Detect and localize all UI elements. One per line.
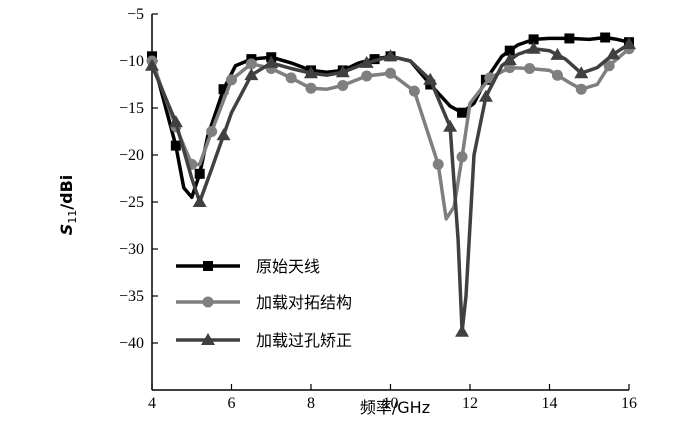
data-point <box>337 79 349 91</box>
series-3 <box>145 37 636 337</box>
data-point <box>145 58 159 71</box>
y-tick-label: −10 <box>119 53 144 70</box>
data-point <box>443 119 458 132</box>
data-point <box>432 158 444 170</box>
data-point <box>218 84 229 95</box>
data-point <box>264 55 279 68</box>
legend-entry-1: 原始天线 <box>176 257 320 276</box>
data-point <box>245 58 257 70</box>
data-point <box>564 33 575 44</box>
data-point <box>456 151 468 163</box>
data-point <box>603 60 615 72</box>
x-tick-label: 8 <box>307 395 315 412</box>
data-point <box>550 47 565 60</box>
data-point <box>361 70 373 82</box>
data-point <box>457 107 468 118</box>
data-point <box>206 126 218 137</box>
y-tick-label: −20 <box>119 147 144 164</box>
data-point <box>528 34 539 45</box>
data-point <box>383 49 398 62</box>
legend-entry-3: 加载过孔矫正 <box>176 331 352 350</box>
data-point <box>502 53 517 66</box>
x-axis-title: 频率/GHz <box>360 398 430 417</box>
data-point <box>359 55 374 68</box>
x-tick-label: 14 <box>542 395 558 412</box>
data-point <box>478 89 493 102</box>
y-tick-label: −5 <box>127 6 144 23</box>
series-line <box>150 35 630 200</box>
data-point <box>574 66 589 79</box>
legend-marker <box>201 333 215 345</box>
data-point <box>304 66 318 79</box>
data-point <box>168 115 183 128</box>
y-axis-title-main: S <box>57 224 76 236</box>
data-point <box>606 47 621 60</box>
data-point <box>305 82 317 94</box>
ticks: 4 6 8 10 12 14 16 −5 −10 −15 −20 −25 −30 −35 −40 <box>119 6 637 412</box>
x-tick-label: 12 <box>462 395 478 412</box>
data-point <box>408 85 420 97</box>
data-point <box>192 195 207 207</box>
legend-label: 加载对拓结构 <box>256 293 352 312</box>
y-axis-title: S11/dBi <box>57 175 79 236</box>
legend-entry-2: 加载对拓结构 <box>176 293 352 312</box>
y-axis-title-rest: /dBi <box>57 175 76 210</box>
data-point <box>194 168 205 179</box>
data-point <box>385 67 396 79</box>
data-point <box>622 37 636 50</box>
y-tick-label: −40 <box>119 335 144 352</box>
y-tick-label: −25 <box>119 194 144 211</box>
data-point <box>455 324 470 337</box>
y-tick-label: −15 <box>119 100 144 117</box>
series-2 <box>146 43 635 221</box>
data-point <box>551 69 563 81</box>
legend-label: 加载过孔矫正 <box>256 331 352 350</box>
data-point <box>335 65 350 78</box>
data-point <box>285 72 297 84</box>
legend-label: 原始天线 <box>256 257 320 276</box>
data-point <box>524 63 536 75</box>
data-point <box>526 41 541 54</box>
data-point <box>600 32 611 43</box>
series-layer <box>145 32 636 337</box>
x-tick-label: 6 <box>228 395 236 412</box>
data-point <box>170 140 181 151</box>
y-tick-label: −30 <box>119 241 144 258</box>
legend-marker <box>202 296 214 308</box>
data-point <box>575 83 587 95</box>
data-point <box>226 74 237 86</box>
y-axis-title-sub: 11 <box>66 210 79 224</box>
data-point <box>423 72 438 85</box>
x-tick-label: 16 <box>621 395 637 412</box>
x-tick-label: 10 <box>383 395 399 412</box>
data-point <box>216 128 231 141</box>
legend-marker <box>203 261 213 271</box>
data-point <box>504 45 515 56</box>
x-tick-label: 4 <box>148 395 156 412</box>
data-point <box>244 68 259 81</box>
y-tick-label: −35 <box>119 288 144 305</box>
